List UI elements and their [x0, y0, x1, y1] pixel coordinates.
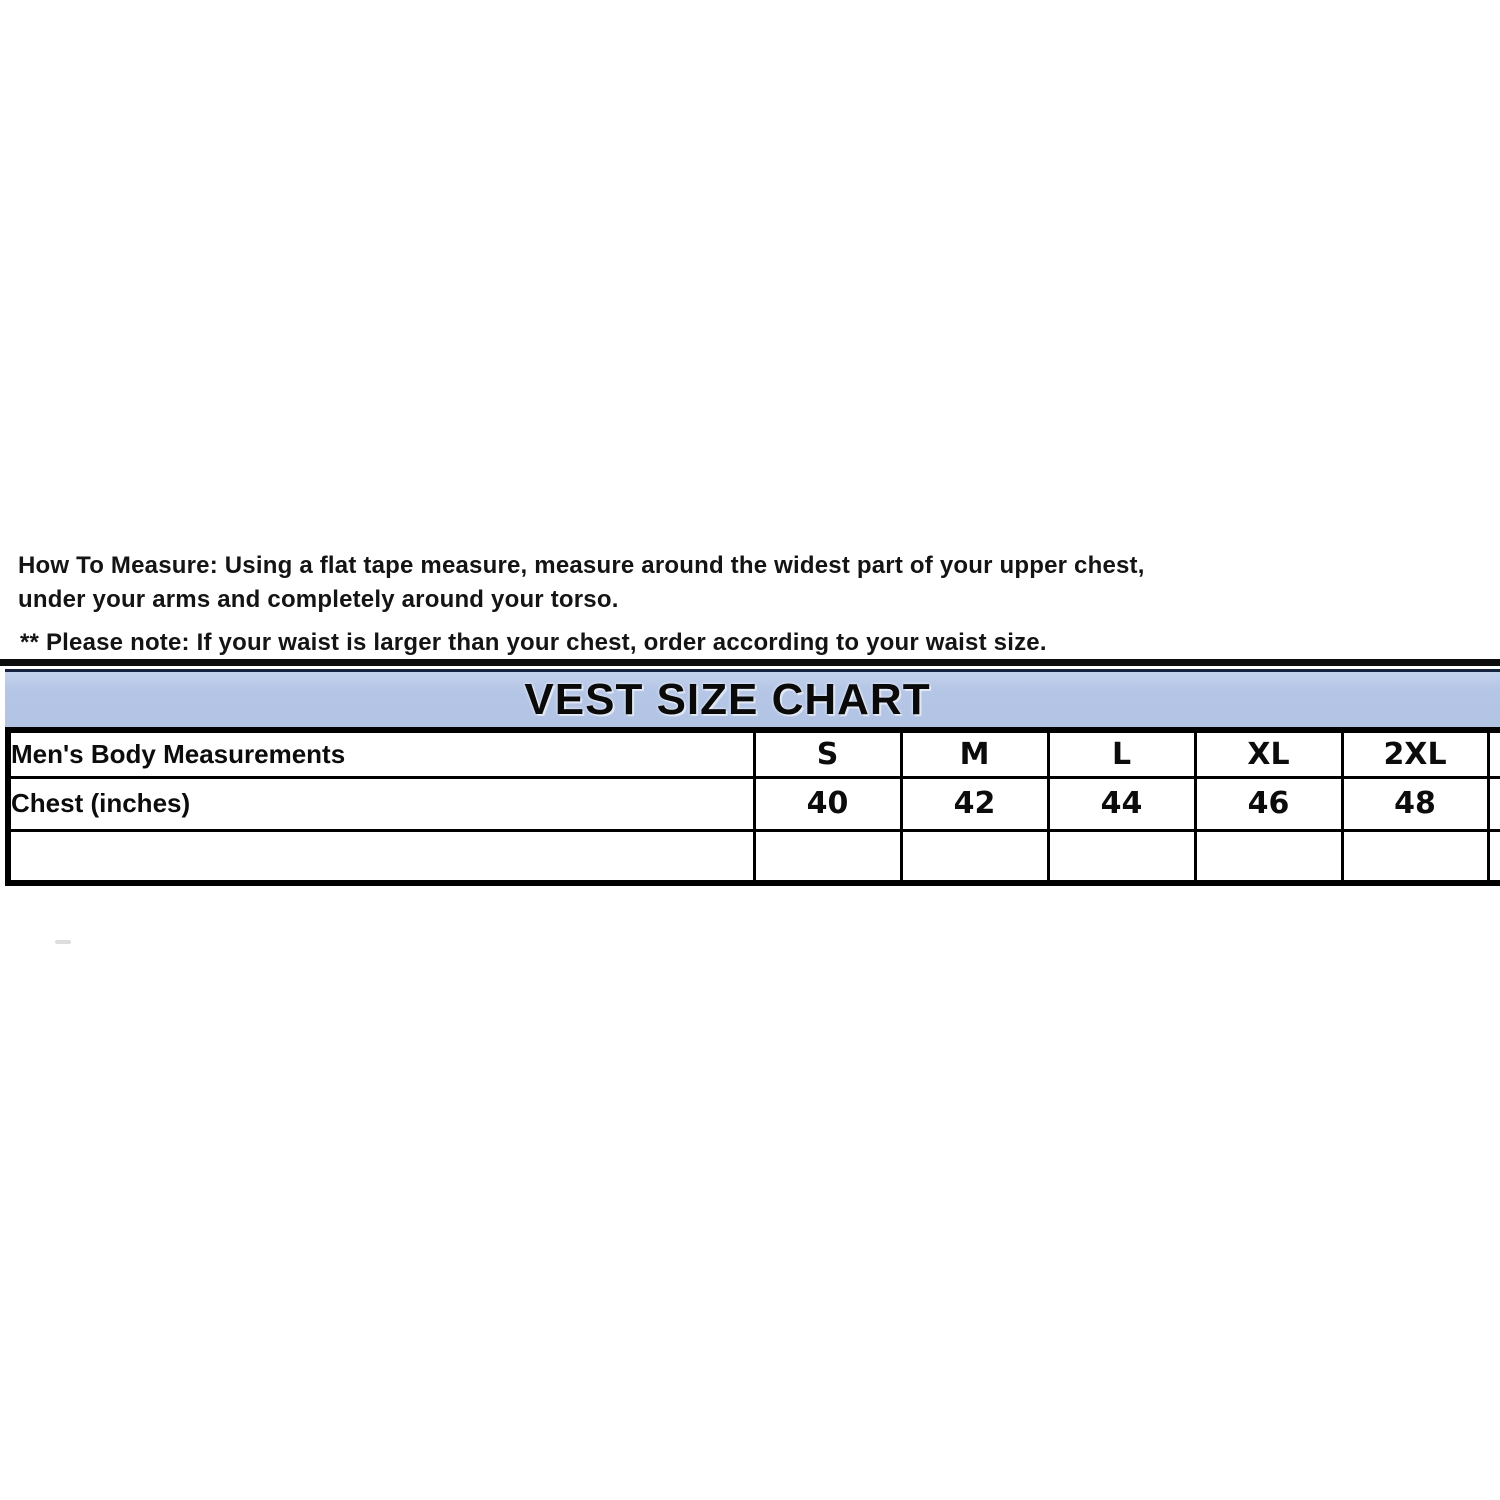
how-to-measure-paragraph: How To Measure: Using a flat tape measur… [18, 549, 1458, 617]
size-header-2xl: 2XL [1340, 728, 1490, 779]
table-row-header: Men's Body Measurements S M L XL 2XL [6, 728, 1500, 779]
chest-value-l: 44 [1046, 775, 1197, 832]
banner-title: VEST SIZE CHART [524, 674, 931, 724]
empty-value-4 [1193, 828, 1344, 885]
size-header-l: L [1046, 728, 1197, 779]
how-to-measure-line-2: under your arms and completely around yo… [18, 586, 619, 613]
chest-value-m: 42 [899, 775, 1050, 832]
empty-value-5 [1340, 828, 1490, 885]
measurements-label-cell: Men's Body Measurements [6, 728, 756, 779]
horizontal-divider-rule [0, 659, 1500, 666]
chest-value-s: 40 [752, 775, 903, 832]
size-header-s: S [752, 728, 903, 779]
size-header-xl: XL [1193, 728, 1344, 779]
empty-value-3 [1046, 828, 1197, 885]
empty-value-cutoff [1486, 828, 1500, 885]
chest-value-cutoff [1486, 775, 1500, 832]
table-row-empty [6, 828, 1500, 885]
please-note-text: ** Please note: If your waist is larger … [20, 629, 1047, 656]
size-header-m: M [899, 728, 1050, 779]
size-header-cutoff [1486, 728, 1500, 779]
empty-label-cell [6, 828, 756, 885]
chest-value-xl: 46 [1193, 775, 1344, 832]
size-table: Men's Body Measurements S M L XL 2XL Che… [5, 727, 1500, 886]
empty-value-2 [899, 828, 1050, 885]
chest-value-2xl: 48 [1340, 775, 1490, 832]
empty-value-1 [752, 828, 903, 885]
vest-size-chart-banner: VEST SIZE CHART [5, 669, 1500, 727]
table-row-chest: Chest (inches) 40 42 44 46 48 [6, 775, 1500, 832]
faint-artifact-mark [55, 940, 71, 944]
how-to-measure-line-1: How To Measure: Using a flat tape measur… [18, 552, 1145, 579]
chest-label-cell: Chest (inches) [6, 775, 756, 832]
